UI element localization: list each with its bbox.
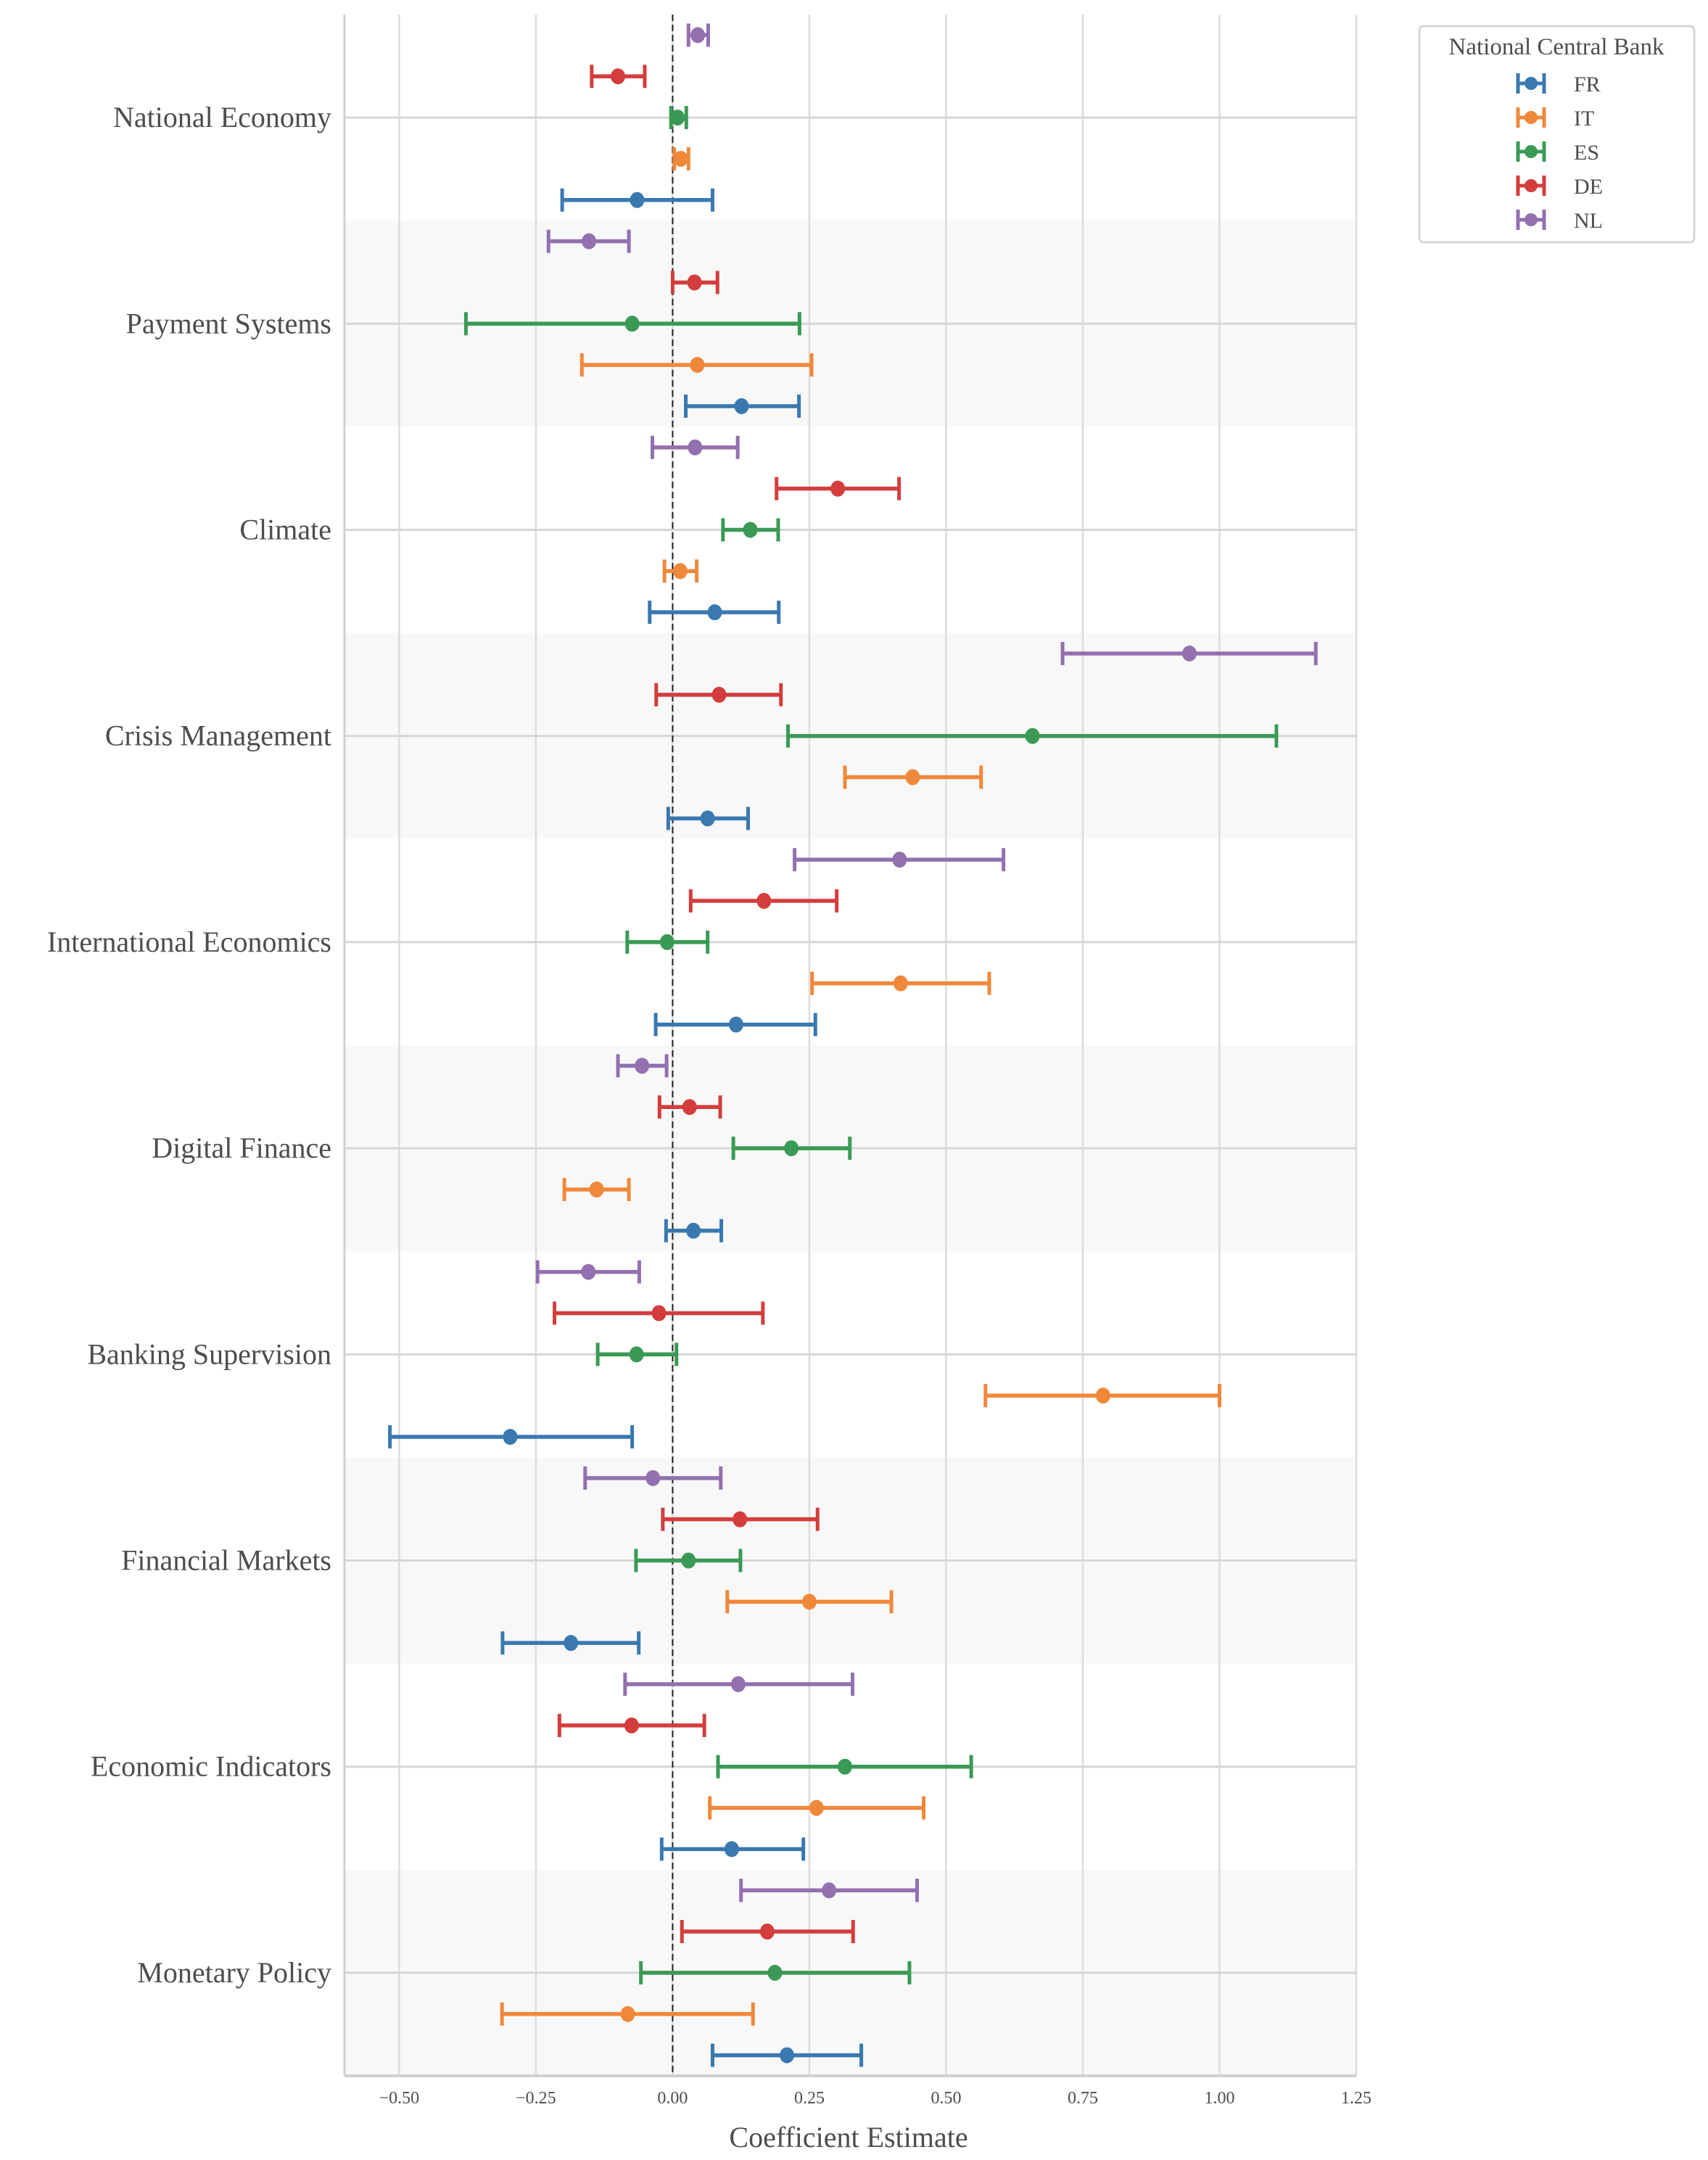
estimate-point: [687, 274, 702, 291]
estimate-point: [690, 27, 706, 44]
estimate-point: [672, 563, 688, 580]
estimate-point: [734, 397, 749, 414]
legend-label: NL: [1574, 209, 1603, 233]
legend: National Central Bank FR IT ES DE NL: [1418, 25, 1696, 244]
estimate-point: [581, 1264, 596, 1280]
x-tick-label: 0.00: [657, 2089, 688, 2108]
series-NL: [535, 23, 1318, 1903]
series-DE: [553, 65, 902, 1944]
category-label: Digital Finance: [152, 1131, 331, 1164]
legend-frame: [1418, 25, 1696, 244]
estimate-point: [564, 1635, 579, 1652]
estimate-point: [780, 2047, 795, 2064]
legend-marker-dot: [1525, 145, 1538, 158]
estimate-point: [620, 2006, 635, 2022]
category-label: Climate: [239, 514, 331, 546]
estimate-point: [733, 1511, 748, 1528]
estimate-point: [801, 1594, 817, 1610]
estimate-point: [682, 1099, 697, 1116]
estimate-point: [645, 1469, 661, 1486]
estimate-point: [730, 1676, 746, 1693]
estimate-point: [905, 769, 920, 786]
estimate-point: [767, 1964, 783, 1981]
estimate-point: [707, 604, 722, 621]
legend-entry-NL: NL: [1516, 209, 1603, 233]
estimate-point: [611, 68, 626, 85]
axes-frame: [343, 15, 1356, 2077]
x-tick-label: 1.25: [1341, 2089, 1371, 2108]
category-labels: National Economy Payment Systems Climate Cr…: [47, 101, 331, 1989]
legend-label: ES: [1574, 141, 1599, 165]
estimate-point: [759, 1924, 775, 1940]
x-tick-label: 0.25: [794, 2089, 825, 2108]
series-IT: [500, 147, 1221, 2026]
estimate-point: [681, 1552, 696, 1569]
estimate-point: [728, 1016, 743, 1033]
legend-marker-dot: [1525, 77, 1538, 90]
estimate-point: [582, 233, 597, 250]
error-bar-marks: [388, 23, 1318, 2067]
estimate-point: [1095, 1388, 1110, 1404]
estimate-point: [624, 316, 640, 332]
x-tick-label: 0.50: [931, 2089, 961, 2108]
estimate-point: [1025, 727, 1040, 744]
category-label: Economic Indicators: [91, 1750, 331, 1783]
legend-title: National Central Bank: [1449, 34, 1664, 60]
estimate-point: [1182, 646, 1197, 662]
x-tick-label: 1.00: [1204, 2089, 1234, 2108]
legend-entries: FR IT ES DE NL: [1516, 73, 1603, 233]
estimate-point: [503, 1428, 518, 1445]
series-ES: [463, 106, 1279, 1984]
estimate-point: [688, 439, 703, 456]
legend-entry-FR: FR: [1516, 73, 1601, 96]
estimate-point: [822, 1882, 837, 1899]
estimate-point: [651, 1305, 667, 1322]
category-label: Payment Systems: [126, 307, 331, 339]
estimate-point: [589, 1181, 604, 1198]
estimate-point: [756, 893, 772, 910]
estimate-point: [892, 852, 907, 868]
legend-entry-ES: ES: [1516, 141, 1599, 165]
category-label: Banking Supervision: [87, 1337, 331, 1370]
estimate-point: [659, 933, 674, 950]
x-axis-title: Coefficient Estimate: [729, 2121, 968, 2153]
legend-label: FR: [1574, 73, 1601, 96]
estimate-point: [690, 357, 705, 374]
category-label: International Economics: [47, 926, 331, 958]
legend-marker-dot: [1525, 213, 1538, 226]
estimate-point: [711, 686, 727, 703]
estimate-point: [629, 1346, 644, 1363]
estimate-point: [686, 1222, 701, 1239]
estimate-point: [700, 810, 715, 827]
x-tick-label: 0.75: [1068, 2089, 1098, 2108]
estimate-point: [837, 1758, 852, 1775]
estimate-point: [809, 1800, 824, 1816]
x-tick-label: −0.50: [379, 2089, 420, 2108]
legend-entry-DE: DE: [1516, 175, 1603, 199]
legend-marker-dot: [1525, 179, 1538, 192]
estimate-point: [830, 480, 846, 497]
estimate-point: [635, 1058, 650, 1074]
series-FR: [388, 188, 864, 2067]
estimate-point: [784, 1140, 799, 1157]
estimate-point: [743, 522, 758, 538]
legend-label: DE: [1574, 175, 1603, 199]
category-label: Financial Markets: [121, 1544, 331, 1577]
x-tick-labels: −0.50 −0.25 0.00 0.25 0.50 0.75 1.00 1.25: [379, 2089, 1371, 2108]
estimate-point: [624, 1717, 639, 1734]
estimate-point: [673, 150, 688, 167]
category-label: Monetary Policy: [137, 1956, 331, 1989]
category-label: Crisis Management: [105, 720, 331, 752]
category-label: National Economy: [113, 101, 331, 133]
estimate-point: [670, 110, 685, 126]
estimate-point: [630, 191, 645, 208]
x-tick-label: −0.25: [516, 2089, 556, 2108]
estimate-point: [724, 1841, 739, 1858]
legend-label: IT: [1574, 107, 1594, 131]
estimate-point: [893, 975, 908, 992]
legend-entry-IT: IT: [1516, 107, 1594, 131]
legend-marker-dot: [1525, 111, 1538, 124]
